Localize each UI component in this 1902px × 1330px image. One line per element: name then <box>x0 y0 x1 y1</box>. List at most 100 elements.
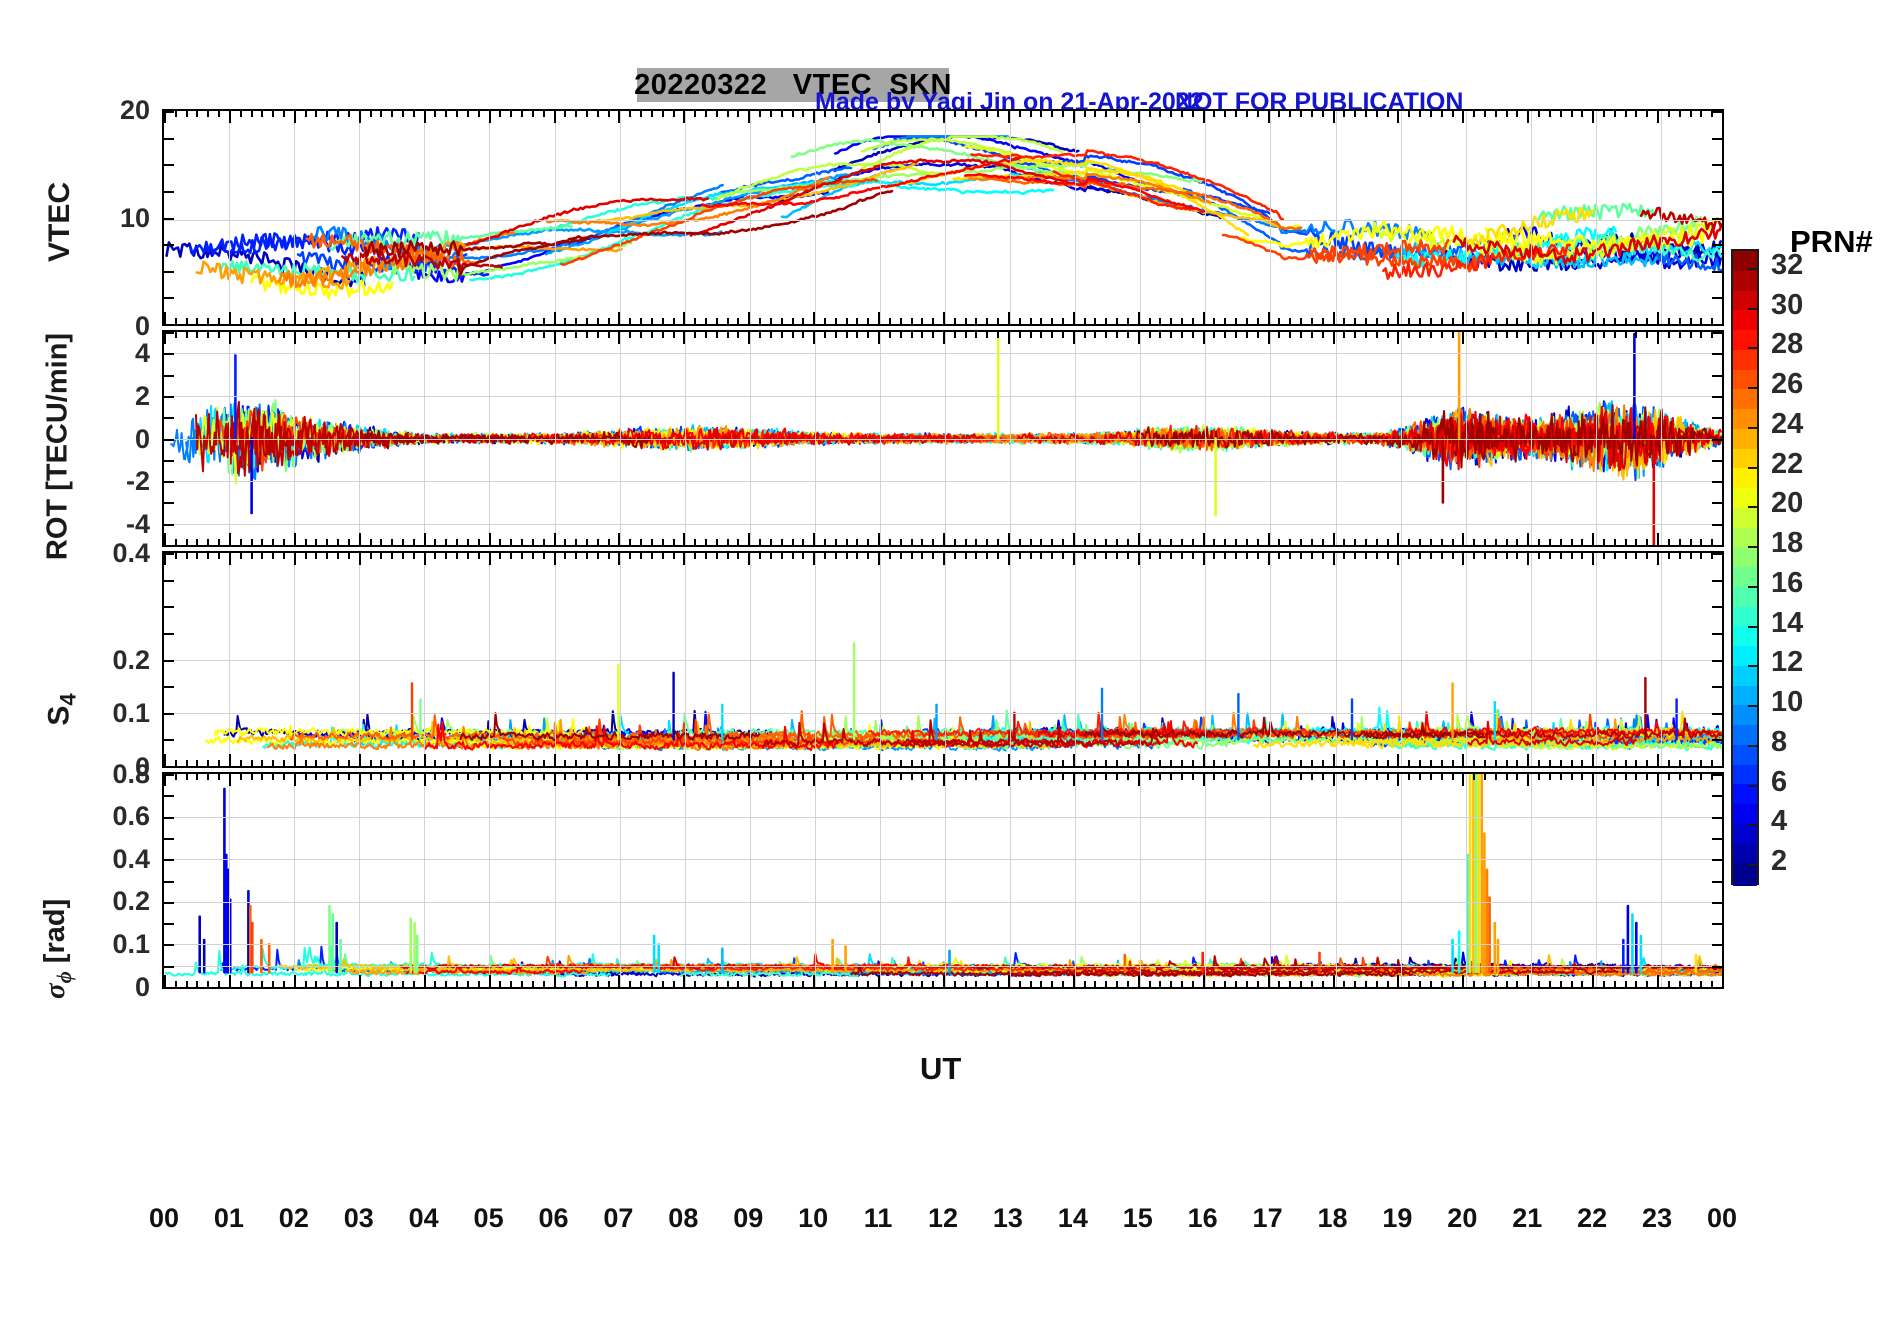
data-series <box>701 156 1022 208</box>
axis-tick <box>1300 332 1303 338</box>
axis-tick <box>1462 533 1465 545</box>
axis-tick <box>564 539 567 545</box>
axis-tick <box>380 318 383 324</box>
axis-tick <box>1419 760 1422 766</box>
axis-tick <box>521 111 524 117</box>
axis-tick <box>1494 318 1497 324</box>
axis-tick <box>1159 111 1162 117</box>
axis-tick <box>943 553 945 565</box>
axis-tick <box>250 332 253 338</box>
axis-tick <box>726 553 729 559</box>
axis-tick <box>629 981 632 987</box>
axis-tick <box>1159 774 1162 780</box>
axis-tick <box>261 553 264 559</box>
axis-tick <box>542 981 545 987</box>
axis-tick <box>1267 533 1270 545</box>
axis-tick <box>1321 981 1324 987</box>
axis-tick <box>1029 760 1032 766</box>
data-series <box>718 160 1098 198</box>
axis-tick <box>672 111 675 117</box>
axis-tick <box>921 539 924 545</box>
data-series <box>1365 717 1722 740</box>
colorbar-tick-label: 22 <box>1771 447 1804 480</box>
axis-tick <box>164 438 174 441</box>
axis-tick <box>1343 332 1346 338</box>
axis-tick <box>910 111 913 117</box>
axis-tick <box>164 659 174 662</box>
axis-tick <box>164 190 174 193</box>
colorbar-swatch <box>1733 784 1757 807</box>
axis-tick <box>618 754 621 766</box>
axis-tick <box>1224 111 1227 117</box>
axis-tick <box>629 332 632 338</box>
axis-tick <box>164 923 174 926</box>
axis-tick <box>1516 981 1519 987</box>
axis-tick <box>1712 632 1722 635</box>
axis-tick <box>834 539 837 545</box>
axis-tick <box>174 332 177 338</box>
axis-tick <box>1462 754 1465 766</box>
axis-tick <box>466 981 469 987</box>
axis-tick <box>1559 318 1562 324</box>
axis-tick <box>1712 965 1722 968</box>
data-series <box>1082 716 1485 740</box>
axis-tick <box>1712 438 1722 441</box>
axis-tick <box>1592 975 1595 987</box>
ytick-sigma-06: 0.6 <box>112 801 150 831</box>
axis-tick <box>834 760 837 766</box>
axis-tick <box>1116 111 1119 117</box>
data-series <box>1252 722 1615 750</box>
axis-tick <box>1343 981 1346 987</box>
axis-tick <box>542 111 545 117</box>
axis-tick <box>1712 739 1722 742</box>
colorbar-tick <box>1748 466 1758 469</box>
axis-tick <box>585 760 588 766</box>
axis-tick <box>164 270 174 273</box>
axis-tick <box>1202 754 1205 766</box>
axis-tick <box>629 318 632 324</box>
axis-tick <box>1451 553 1454 559</box>
axis-tick <box>1040 111 1043 117</box>
axis-tick <box>196 760 199 766</box>
axis-tick <box>997 111 1000 117</box>
axis-tick <box>1332 774 1335 786</box>
axis-tick <box>380 111 383 117</box>
colorbar-tick-label: 32 <box>1771 248 1804 281</box>
axis-tick <box>207 539 210 545</box>
axis-tick <box>531 111 534 117</box>
axis-tick <box>445 318 448 324</box>
axis-tick <box>975 318 978 324</box>
axis-tick <box>488 111 491 123</box>
axis-tick <box>1646 774 1649 780</box>
axis-tick <box>1527 774 1530 786</box>
axis-tick <box>1678 760 1681 766</box>
axis-tick <box>412 111 415 117</box>
axis-tick <box>997 981 1000 987</box>
axis-tick <box>737 981 740 987</box>
axis-tick <box>369 774 372 780</box>
axis-tick <box>834 332 837 338</box>
axis-tick <box>261 111 264 117</box>
axis-tick <box>1494 760 1497 766</box>
axis-tick <box>1570 318 1573 324</box>
axis-tick <box>823 111 826 117</box>
axis-tick <box>1635 553 1638 559</box>
axis-tick <box>1451 539 1454 545</box>
axis-tick <box>1213 760 1216 766</box>
axis-tick <box>704 539 707 545</box>
axis-tick <box>1191 553 1194 559</box>
axis-tick <box>1397 533 1400 545</box>
axis-tick <box>164 523 174 526</box>
axis-tick <box>1516 539 1519 545</box>
axis-tick <box>1667 332 1670 338</box>
axis-tick <box>1181 760 1184 766</box>
axis-tick <box>975 553 978 559</box>
axis-tick <box>272 981 275 987</box>
axis-tick <box>1364 553 1367 559</box>
axis-tick <box>791 539 794 545</box>
axis-tick <box>964 111 967 117</box>
axis-tick <box>412 318 415 324</box>
axis-tick <box>1029 774 1032 780</box>
axis-tick <box>1137 774 1140 786</box>
axis-tick <box>596 111 599 117</box>
